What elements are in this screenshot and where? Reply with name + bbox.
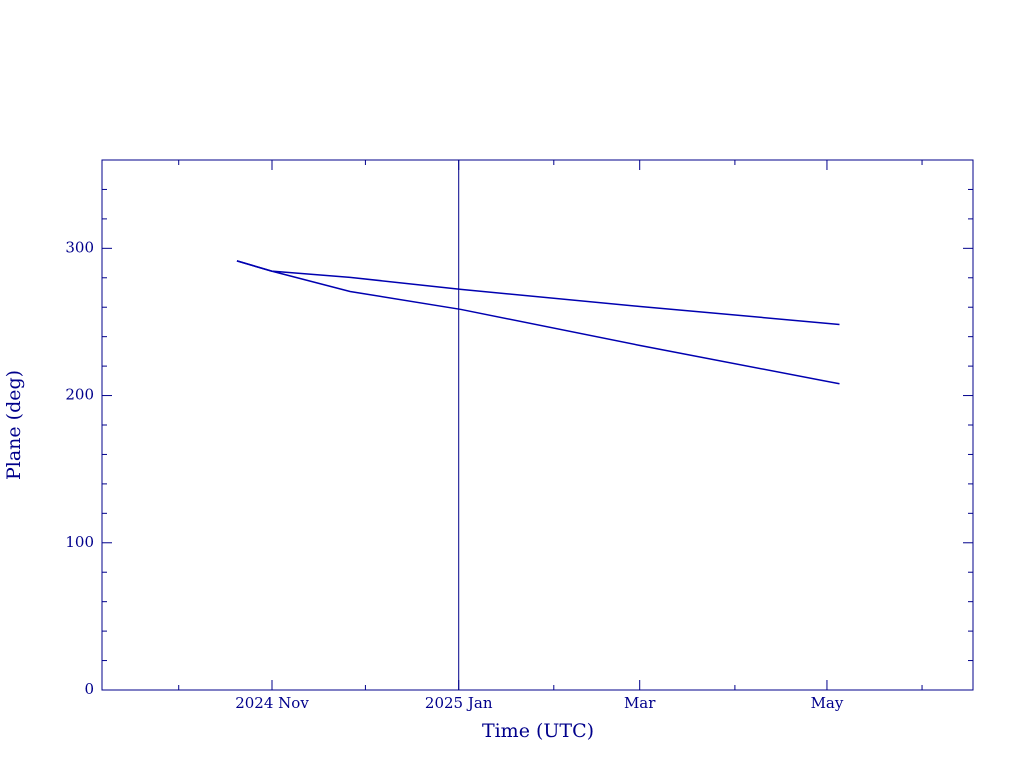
y-tick-label: 300 [65,238,94,256]
x-tick-label: May [811,694,844,712]
x-tick-label: 2024 Nov [235,694,309,712]
x-tick-label: 2025 Jan [425,694,493,712]
plot-frame [101,159,974,691]
data-line [236,260,840,326]
y-tick-label: 0 [84,680,94,698]
x-axis-label: Time (UTC) [482,720,594,742]
y-tick-label: 200 [65,386,94,404]
x-tick-label: Mar [624,694,656,712]
data-line [236,260,840,385]
y-axis-label: Plane (deg) [3,370,25,480]
y-tick-label: 100 [65,533,94,551]
